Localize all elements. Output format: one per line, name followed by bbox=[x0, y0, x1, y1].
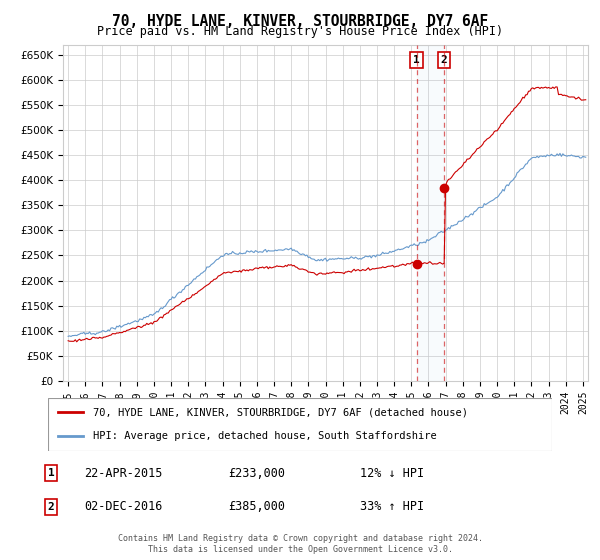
Text: This data is licensed under the Open Government Licence v3.0.: This data is licensed under the Open Gov… bbox=[148, 545, 452, 554]
Text: Contains HM Land Registry data © Crown copyright and database right 2024.: Contains HM Land Registry data © Crown c… bbox=[118, 534, 482, 543]
Text: HPI: Average price, detached house, South Staffordshire: HPI: Average price, detached house, Sout… bbox=[94, 431, 437, 441]
Text: £233,000: £233,000 bbox=[228, 466, 285, 480]
Text: 2: 2 bbox=[441, 55, 448, 65]
Bar bbox=[416, 45, 444, 381]
Text: 12% ↓ HPI: 12% ↓ HPI bbox=[360, 466, 424, 480]
Text: 1: 1 bbox=[47, 468, 55, 478]
Text: 02-DEC-2016: 02-DEC-2016 bbox=[84, 500, 163, 514]
Text: 22-APR-2015: 22-APR-2015 bbox=[84, 466, 163, 480]
Text: 2: 2 bbox=[47, 502, 55, 512]
Text: Price paid vs. HM Land Registry's House Price Index (HPI): Price paid vs. HM Land Registry's House … bbox=[97, 25, 503, 38]
Text: 70, HYDE LANE, KINVER, STOURBRIDGE, DY7 6AF (detached house): 70, HYDE LANE, KINVER, STOURBRIDGE, DY7 … bbox=[94, 408, 469, 418]
Text: £385,000: £385,000 bbox=[228, 500, 285, 514]
Text: 1: 1 bbox=[413, 55, 420, 65]
Text: 70, HYDE LANE, KINVER, STOURBRIDGE, DY7 6AF: 70, HYDE LANE, KINVER, STOURBRIDGE, DY7 … bbox=[112, 14, 488, 29]
Text: 33% ↑ HPI: 33% ↑ HPI bbox=[360, 500, 424, 514]
